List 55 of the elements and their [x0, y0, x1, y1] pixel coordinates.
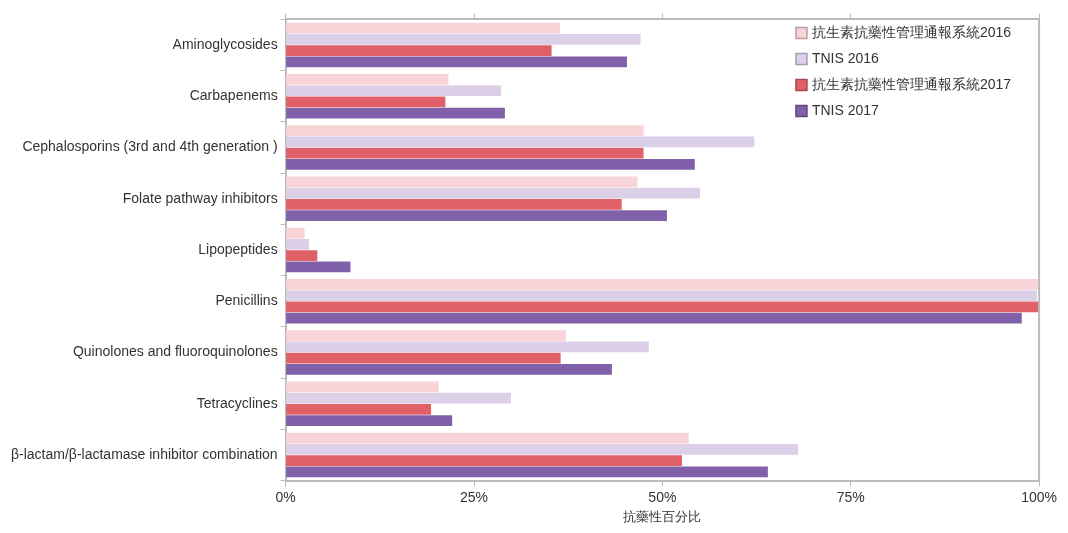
- x-tick-label: 100%: [1021, 488, 1057, 505]
- bar: [286, 210, 667, 222]
- bar: [286, 261, 351, 273]
- y-tick-label: Penicillins: [215, 292, 278, 309]
- bar: [286, 45, 552, 57]
- x-tick-label: 50%: [648, 488, 677, 505]
- bar: [286, 381, 439, 393]
- y-tick-label: Tetracyclines: [196, 394, 278, 411]
- y-tick-label: Folate pathway inhibitors: [122, 189, 278, 206]
- bar: [286, 301, 1040, 313]
- bar: [286, 363, 612, 375]
- bar: [286, 466, 768, 478]
- legend-label: TNIS 2016: [811, 50, 880, 67]
- bar: [286, 352, 561, 364]
- y-tick-label: β-lactam/β-lactamase inhibitor combination: [11, 445, 278, 462]
- x-axis-title: 抗藥性百分比: [623, 508, 702, 524]
- y-tick-label: Lipopeptides: [198, 240, 278, 257]
- legend-label: TNIS 2017: [811, 102, 880, 119]
- bar: [286, 22, 560, 34]
- bar: [286, 312, 1022, 324]
- bar: [286, 147, 644, 159]
- y-tick-label: Quinolones and fluoroquinolones: [72, 343, 278, 360]
- bar: [286, 176, 638, 188]
- bar: [286, 432, 689, 444]
- bar: [286, 198, 622, 210]
- y-tick-label: Aminoglycosides: [172, 35, 278, 52]
- bar: [286, 415, 453, 427]
- bar: [286, 96, 446, 108]
- bar: [286, 125, 644, 137]
- legend-label: 抗生素抗藥性管理通報系統2016: [811, 24, 1012, 41]
- bar: [286, 136, 755, 148]
- bar: [286, 455, 682, 467]
- bar: [286, 73, 449, 85]
- bar: [286, 290, 1037, 302]
- bar: [286, 159, 695, 170]
- bar: [286, 85, 502, 97]
- bar: [286, 278, 1040, 290]
- x-tick-label: 25%: [460, 488, 489, 505]
- x-tick-label: 75%: [836, 488, 865, 505]
- bar: [286, 227, 305, 239]
- bar: [286, 56, 627, 68]
- bar: [286, 443, 798, 455]
- bar: [286, 341, 649, 353]
- bar: [286, 392, 511, 404]
- bar: [286, 330, 566, 341]
- bar: [286, 187, 701, 199]
- bar: [286, 33, 641, 45]
- bar: [286, 238, 310, 250]
- legend-label: 抗生素抗藥性管理通報系統2017: [811, 76, 1012, 93]
- x-tick-label: 0%: [275, 488, 296, 505]
- bar: [286, 250, 318, 262]
- bar: [286, 403, 432, 415]
- y-tick-label: Carbapenems: [189, 87, 278, 104]
- y-tick-label: Cephalosporins (3rd and 4th generation ): [22, 138, 278, 155]
- bar: [286, 107, 505, 119]
